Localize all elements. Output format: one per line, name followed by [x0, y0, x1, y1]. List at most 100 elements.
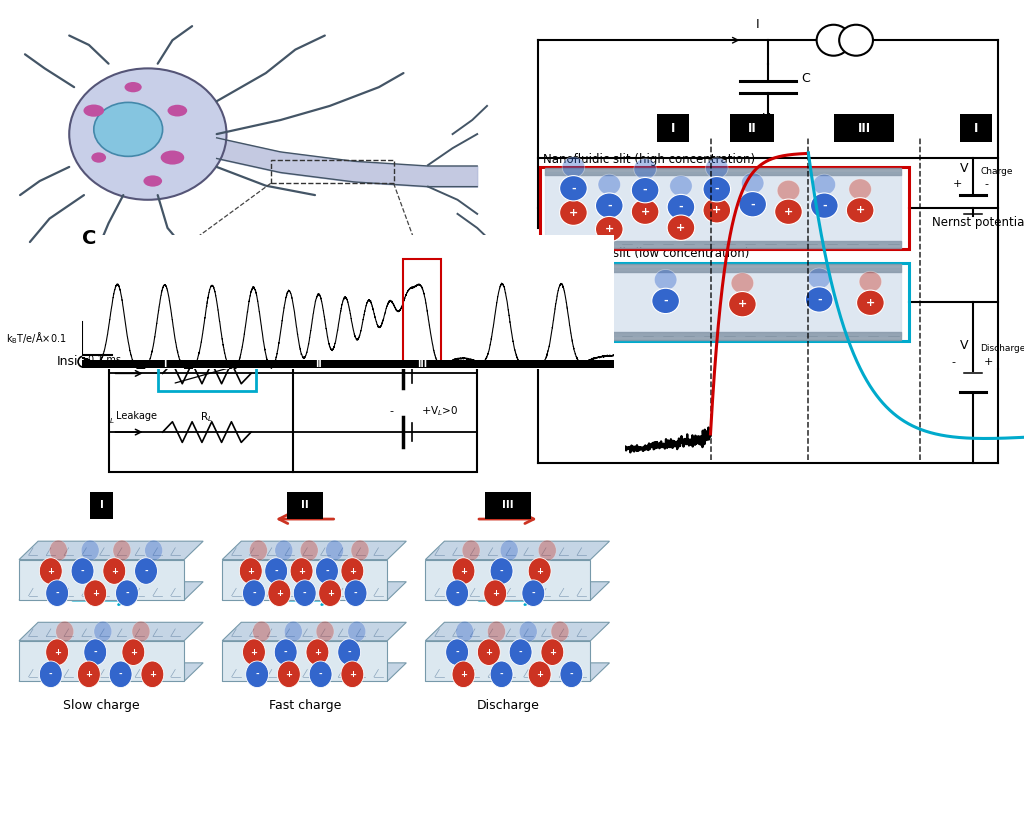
Ellipse shape [94, 102, 163, 157]
Text: +: + [676, 223, 686, 233]
Circle shape [309, 661, 332, 687]
Text: I: I [537, 368, 540, 381]
Circle shape [326, 540, 343, 561]
Circle shape [84, 639, 106, 665]
Circle shape [741, 173, 764, 194]
Circle shape [668, 215, 694, 241]
Circle shape [341, 661, 364, 687]
Text: III: III [858, 122, 870, 135]
Text: Memristor: Memristor [116, 342, 166, 352]
Circle shape [348, 621, 366, 642]
Circle shape [811, 193, 838, 219]
Polygon shape [19, 623, 203, 641]
Circle shape [250, 540, 267, 561]
FancyBboxPatch shape [961, 115, 992, 142]
Text: -: - [274, 566, 278, 576]
Text: -: - [303, 588, 306, 597]
Text: -: - [456, 648, 459, 657]
Circle shape [351, 540, 369, 561]
Circle shape [598, 198, 621, 219]
Polygon shape [425, 582, 609, 600]
Text: -: - [390, 287, 393, 297]
Text: C: C [801, 72, 810, 85]
Circle shape [813, 174, 836, 195]
Circle shape [501, 540, 518, 561]
Text: I$_{Na}$: I$_{Na}$ [106, 292, 121, 306]
Circle shape [46, 580, 69, 607]
Text: -: - [255, 670, 259, 679]
Circle shape [300, 540, 318, 561]
Circle shape [702, 198, 730, 223]
Text: +: + [247, 566, 254, 576]
Text: +: + [604, 224, 614, 234]
Text: +: + [492, 588, 499, 597]
Text: k$_\mathregular{B}$T/e/Å×0.1: k$_\mathregular{B}$T/e/Å×0.1 [6, 331, 68, 346]
Circle shape [560, 176, 588, 201]
Text: V: V [961, 162, 969, 174]
Text: C: C [82, 230, 96, 248]
Text: I: I [671, 122, 675, 135]
Text: +: + [485, 648, 493, 657]
Text: I: I [974, 122, 978, 135]
Text: +: + [568, 208, 579, 218]
Ellipse shape [91, 153, 106, 163]
Circle shape [102, 558, 126, 584]
Circle shape [78, 356, 90, 367]
Polygon shape [19, 663, 203, 681]
FancyBboxPatch shape [656, 115, 688, 142]
Text: -: - [284, 648, 288, 657]
Circle shape [487, 621, 506, 642]
Circle shape [39, 661, 62, 687]
Circle shape [808, 268, 830, 289]
Text: +: + [275, 588, 283, 597]
Ellipse shape [168, 105, 187, 116]
Text: R$_L$: R$_L$ [201, 411, 213, 424]
Circle shape [509, 639, 532, 665]
Text: -: - [587, 279, 591, 289]
Text: -: - [390, 406, 393, 416]
Text: Slow charge: Slow charge [63, 699, 140, 712]
Circle shape [575, 292, 602, 317]
Circle shape [116, 580, 138, 607]
Circle shape [528, 661, 551, 687]
Text: -: - [125, 588, 129, 597]
Text: -: - [664, 296, 668, 306]
Text: +: + [422, 287, 431, 297]
Text: Leakage: Leakage [116, 411, 157, 421]
Circle shape [562, 181, 585, 202]
Text: +: + [737, 299, 748, 309]
Text: +: + [111, 566, 118, 576]
Circle shape [775, 199, 803, 225]
Circle shape [141, 661, 164, 687]
Circle shape [132, 621, 150, 642]
Circle shape [578, 272, 600, 293]
Circle shape [113, 540, 131, 561]
FancyBboxPatch shape [485, 492, 530, 519]
Text: +: + [390, 348, 399, 358]
Circle shape [49, 540, 68, 561]
Text: -: - [751, 199, 755, 210]
Circle shape [293, 580, 316, 607]
Circle shape [539, 540, 556, 561]
Circle shape [274, 639, 297, 665]
Circle shape [541, 639, 564, 665]
Text: -: - [144, 566, 147, 576]
Text: +: + [349, 670, 356, 679]
Text: +: + [865, 297, 876, 308]
Circle shape [490, 661, 513, 687]
Circle shape [706, 178, 728, 199]
Circle shape [596, 193, 623, 219]
Text: -: - [422, 348, 426, 358]
Text: -: - [679, 202, 683, 212]
Circle shape [338, 639, 360, 665]
Text: -: - [326, 566, 329, 576]
Text: Discharge: Discharge [476, 699, 540, 712]
Text: III: III [502, 500, 514, 510]
Circle shape [857, 290, 885, 315]
Circle shape [560, 661, 583, 687]
Circle shape [859, 272, 882, 292]
Circle shape [78, 661, 100, 687]
Circle shape [285, 621, 302, 642]
Circle shape [253, 621, 270, 642]
Circle shape [483, 580, 507, 607]
